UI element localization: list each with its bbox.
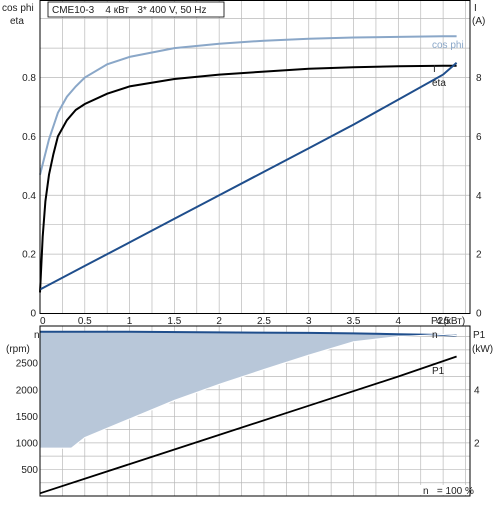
top-right-tick-label: 0 xyxy=(476,309,482,320)
label-speed: n xyxy=(432,330,438,341)
bottom-right-tick-label: 4 xyxy=(474,385,480,396)
top-left-tick-label: 0.2 xyxy=(22,250,36,261)
top-right-axis-label-2: (A) xyxy=(472,16,485,27)
x-tick-label: 3.5 xyxy=(347,316,361,327)
p1-line xyxy=(39,355,457,495)
bottom-left-axis-label-1: n xyxy=(34,330,40,341)
x-tick-label: 3 xyxy=(306,316,312,327)
top-plot-frame xyxy=(39,0,471,314)
top-left-axis-label-2: eta xyxy=(10,16,24,27)
top-right-tick-label: 2 xyxy=(476,250,482,261)
bottom-left-tick-label: 1500 xyxy=(16,412,39,423)
bottom-right-tick-label: 2 xyxy=(474,438,480,449)
top-right-tick-label: 4 xyxy=(476,191,482,202)
eta-line xyxy=(39,64,457,293)
top-right-tick-label: 6 xyxy=(476,132,482,143)
x-tick-label: 0.5 xyxy=(78,316,92,327)
cos-phi-line xyxy=(39,35,457,175)
top-left-axis-label-1: cos phi xyxy=(2,3,34,14)
top-right-tick-label: 8 xyxy=(476,73,482,84)
bottom-left-tick-label: 2000 xyxy=(16,385,39,396)
footer-speed-note: n = 100 % xyxy=(423,486,474,497)
chart-title: CME10-3 4 кВт 3* 400 V, 50 Hz xyxy=(52,5,206,16)
bottom-plot-frame xyxy=(39,325,471,497)
bottom-left-tick-label: 500 xyxy=(21,465,38,476)
title-box: CME10-3 4 кВт 3* 400 V, 50 Hz xyxy=(47,1,225,18)
x-tick-label: 4 xyxy=(396,316,402,327)
label-cos-phi: cos phi xyxy=(432,40,464,51)
bottom-left-axis-label-2: (rpm) xyxy=(6,344,30,355)
top-grid xyxy=(40,1,470,313)
footer-background xyxy=(420,485,468,495)
top-left-tick-label: 0.6 xyxy=(22,132,36,143)
tick-labels: 0 0.5 1 1.5 2 2.5 3 3.5 4 4.5 0 0.2 0.4 0.6 0.8 0 2 4 6 8 50… xyxy=(16,73,482,476)
title-box-frame xyxy=(47,1,225,18)
top-right-axis-label-1: I xyxy=(474,3,477,14)
bottom-right-axis-label-1: P1 xyxy=(473,330,486,341)
bottom-right-axis-label-2: (kW) xyxy=(472,344,493,355)
series-layer xyxy=(39,35,458,495)
current-line xyxy=(39,62,458,291)
bottom-left-tick-label: 1000 xyxy=(16,438,39,449)
bottom-left-tick-label: 2500 xyxy=(16,359,39,370)
top-left-tick-label: 0.4 xyxy=(22,191,36,202)
top-left-tick-label: 0 xyxy=(30,309,36,320)
label-current: I xyxy=(433,64,436,75)
x-tick-label: 0 xyxy=(40,316,46,327)
x-axis-label: P2(кВт) xyxy=(431,316,465,327)
x-tick-label: 4.5 xyxy=(436,316,450,327)
label-p1: P1 xyxy=(432,366,445,377)
speed-min-line xyxy=(40,333,457,449)
x-tick-label: 1 xyxy=(127,316,133,327)
top-left-tick-label: 0.8 xyxy=(22,73,36,84)
label-eta: eta xyxy=(432,78,446,89)
x-tick-label: 2.5 xyxy=(257,316,271,327)
x-tick-label: 1.5 xyxy=(167,316,181,327)
x-tick-label: 2 xyxy=(216,316,222,327)
speed-range-area xyxy=(40,331,457,449)
